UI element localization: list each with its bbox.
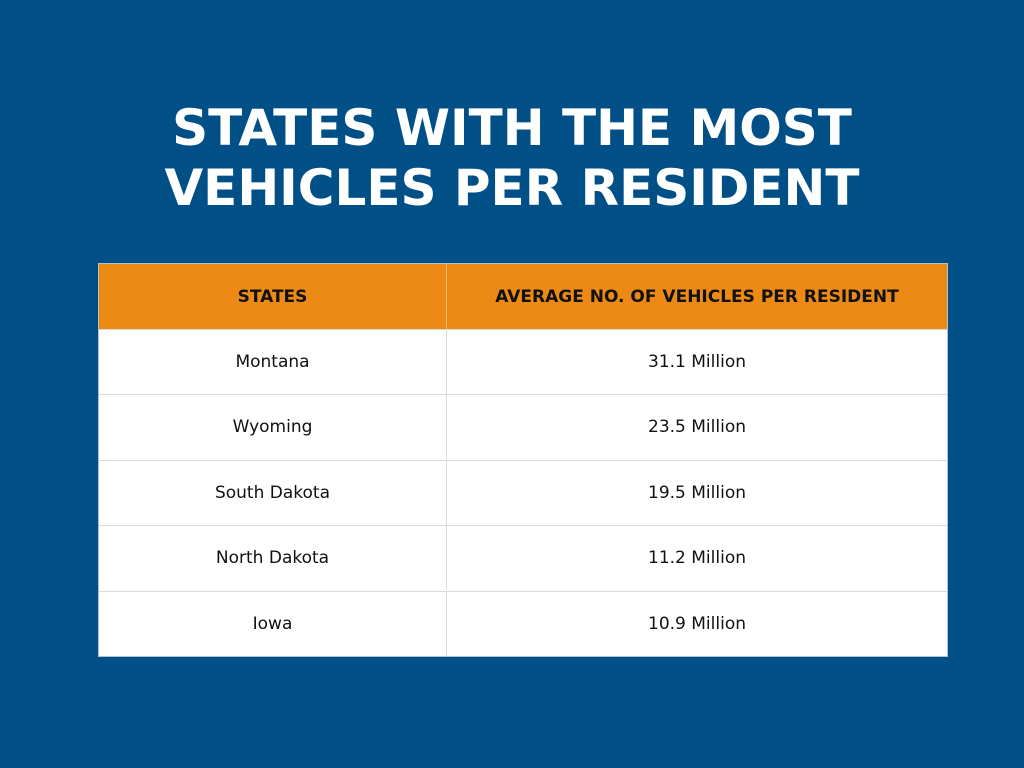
table-row: South Dakota 19.5 Million — [99, 460, 947, 525]
vehicles-cell: 10.9 Million — [648, 614, 746, 634]
header-average-vehicles: AVERAGE NO. OF VEHICLES PER RESIDENT — [495, 286, 899, 307]
state-cell: South Dakota — [99, 461, 447, 525]
header-states: STATES — [99, 264, 447, 329]
table-row: Wyoming 23.5 Million — [99, 394, 947, 459]
page-title: STATES WITH THE MOST VEHICLES PER RESIDE… — [0, 98, 1024, 218]
vehicles-cell: 23.5 Million — [648, 417, 746, 437]
vehicles-cell: 31.1 Million — [648, 352, 746, 372]
state-cell: Montana — [99, 330, 447, 394]
state-cell: North Dakota — [99, 526, 447, 590]
table-row: Iowa 10.9 Million — [99, 591, 947, 656]
vehicles-cell: 19.5 Million — [648, 483, 746, 503]
table-row: Montana 31.1 Million — [99, 329, 947, 394]
state-cell: Wyoming — [99, 395, 447, 459]
table-header-row: STATES AVERAGE NO. OF VEHICLES PER RESID… — [99, 264, 947, 329]
table-row: North Dakota 11.2 Million — [99, 525, 947, 590]
vehicles-cell: 11.2 Million — [648, 548, 746, 568]
title-line-1: STATES WITH THE MOST — [172, 99, 852, 157]
state-cell: Iowa — [99, 592, 447, 656]
title-line-2: VEHICLES PER RESIDENT — [164, 159, 860, 217]
vehicles-table: STATES AVERAGE NO. OF VEHICLES PER RESID… — [98, 263, 948, 657]
